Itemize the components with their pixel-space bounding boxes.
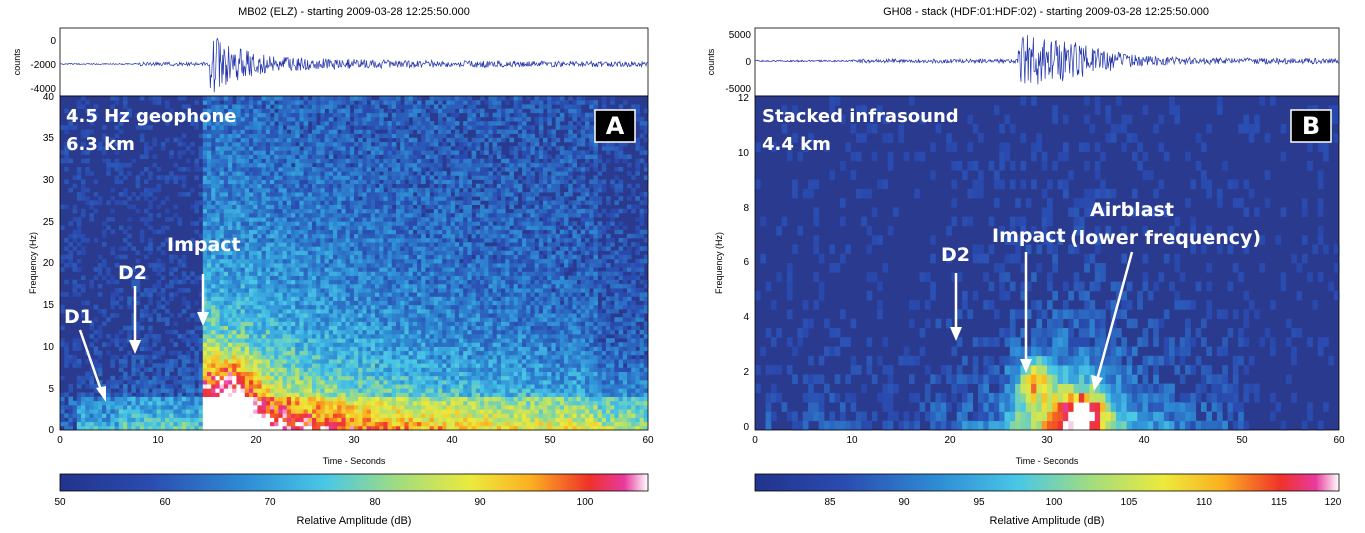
panel-b-xtick: 30 <box>1041 435 1053 446</box>
panel-a-xlabel: Time - Seconds <box>323 456 386 466</box>
panel-b-ytick: 2 <box>743 367 749 378</box>
panel-a-annotation-d1: D1 <box>64 306 93 328</box>
panel-a-ylabel: Frequency (Hz) <box>28 232 38 294</box>
panel-b-colorbar-tick: 95 <box>973 497 985 508</box>
panel-a-colorbar-tick: 100 <box>577 497 594 508</box>
panel-a-letter-box <box>594 109 636 143</box>
panel-b-arrowhead-impact <box>1020 359 1032 373</box>
panel-b-colorbar-tick: 115 <box>1271 497 1287 508</box>
panel-a-waveform-ytick: -4000 <box>30 84 56 95</box>
panel-a-ytick: 20 <box>43 258 55 269</box>
panel-a-xtick: 10 <box>152 435 164 446</box>
panel-b-xtick: 50 <box>1236 435 1248 446</box>
panel-b-letter-box <box>1290 109 1332 143</box>
panel-b-sensor-label: Stacked infrasound <box>762 106 959 127</box>
panel-a: MB02 (ELZ) - starting 2009-03-28 12:25:5… <box>12 6 654 527</box>
panel-b-colorbar-tick: 110 <box>1196 497 1212 508</box>
panel-a-waveform-ylabel: counts <box>12 48 22 75</box>
panel-b-waveform-ytick: -5000 <box>725 84 751 95</box>
panel-a-letter: A <box>606 112 625 140</box>
panel-a-xtick: 30 <box>348 435 360 446</box>
panel-a-arrowhead-impact <box>197 312 209 326</box>
panel-b-ylabel: Frequency (Hz) <box>714 232 724 294</box>
panel-b-colorbar-tick: 85 <box>824 497 836 508</box>
panel-b-ticks: 0 10 20 30 40 50 60 0 2 4 6 8 10 12 <box>738 93 1345 446</box>
panel-b: GH08 - stack (HDF:01:HDF:02) - starting … <box>706 6 1345 527</box>
panel-a-distance-label: 6.3 km <box>66 134 135 155</box>
panel-a-xtick: 50 <box>544 435 556 446</box>
panel-b-colorbar-tick: 105 <box>1121 497 1138 508</box>
panel-a-waveform-ytick: 0 <box>50 36 56 47</box>
panel-b-colorbar-tick: 100 <box>1046 497 1063 508</box>
panel-b-annotation-lower-frequency: (lower frequency) <box>1070 227 1261 249</box>
panel-b-ytick: 8 <box>743 203 749 214</box>
panel-b-ytick: 4 <box>743 312 749 323</box>
panel-b-spectrogram-frame <box>754 95 1340 431</box>
panel-b-ytick: 10 <box>738 148 750 159</box>
panel-a-ytick: 5 <box>48 384 54 395</box>
panel-a-ytick: 35 <box>43 133 55 144</box>
panel-b-waveform-trace <box>754 35 1340 85</box>
panel-b-colorbar-tick: 120 <box>1325 497 1342 508</box>
panel-b-xtick: 0 <box>752 435 758 446</box>
panel-a-colorbar-label: Relative Amplitude (dB) <box>297 515 412 527</box>
panel-b-colorbar-ticks: 85 90 95 100 105 110 115 120 <box>824 497 1341 508</box>
panel-a-spectrogram-frame <box>59 95 649 431</box>
panel-b-xtick: 40 <box>1138 435 1150 446</box>
panel-a-colorbar-tick: 50 <box>54 497 66 508</box>
panel-b-spectrogram <box>755 96 1340 431</box>
panel-b-title: GH08 - stack (HDF:01:HDF:02) - starting … <box>883 6 1209 18</box>
panel-b-arrowhead-d2 <box>950 327 962 341</box>
panel-b-colorbar <box>754 473 1340 492</box>
panel-b-xtick: 20 <box>944 435 956 446</box>
panel-a-ytick: 25 <box>43 217 55 228</box>
panel-a-ytick: 0 <box>48 425 54 436</box>
panel-a-arrow-d1 <box>78 329 104 394</box>
panel-a-colorbar-tick: 80 <box>369 497 381 508</box>
panel-a-ytick: 30 <box>43 175 55 186</box>
panel-b-ytick: 6 <box>743 257 749 268</box>
panel-a-colorbar-tick: 70 <box>264 497 276 508</box>
panel-a-colorbar <box>59 473 649 492</box>
panel-b-distance-label: 4.4 km <box>762 134 831 155</box>
panel-b-annotation-impact: Impact <box>992 225 1066 247</box>
panel-a-ytick: 10 <box>43 342 55 353</box>
panel-b-annotation-d2: D2 <box>941 244 970 266</box>
panel-b-xtick: 60 <box>1333 435 1345 446</box>
panel-a-xtick: 20 <box>250 435 262 446</box>
panel-b-colorbar-tick: 90 <box>898 497 910 508</box>
panel-a-waveform-trace <box>59 37 649 93</box>
panel-a-ytick: 40 <box>43 92 55 103</box>
panel-b-ytick: 0 <box>743 422 749 433</box>
panel-a-xtick: 60 <box>642 435 654 446</box>
panel-a-colorbar-tick: 60 <box>159 497 171 508</box>
panel-b-arrow-airblast <box>1095 251 1134 381</box>
panel-a-annotation-impact: Impact <box>167 234 241 256</box>
panel-a-arrowhead-d2 <box>129 340 141 354</box>
panel-b-xlabel: Time - Seconds <box>1016 456 1079 466</box>
panel-a-sensor-label: 4.5 Hz geophone <box>66 106 237 127</box>
panel-a-annotation-d2: D2 <box>118 262 147 284</box>
panel-a-arrowhead-d1 <box>96 386 106 402</box>
panel-a-ticks: 0 10 20 30 40 50 60 0 5 10 15 20 25 30 3… <box>43 92 654 446</box>
panel-a-colorbar-ticks: 50 60 70 80 90 100 <box>54 497 593 508</box>
panel-a-title: MB02 (ELZ) - starting 2009-03-28 12:25:5… <box>238 6 470 18</box>
panel-b-arrowhead-airblast <box>1091 375 1103 391</box>
panel-b-colorbar-label: Relative Amplitude (dB) <box>990 515 1105 527</box>
panel-b-letter: B <box>1302 112 1320 140</box>
panel-a-xtick: 0 <box>57 435 63 446</box>
panel-a-colorbar-tick: 90 <box>474 497 486 508</box>
panel-b-waveform-frame <box>754 27 1340 97</box>
panel-b-xtick: 10 <box>846 435 858 446</box>
panel-b-ytick: 12 <box>738 93 750 104</box>
panel-b-waveform-ytick: 0 <box>745 57 751 68</box>
panel-b-annotation-airblast: Airblast <box>1090 199 1174 221</box>
panel-b-waveform-ytick: 5000 <box>729 30 752 41</box>
panel-a-waveform-ytick: -2000 <box>30 60 56 71</box>
panel-a-spectrogram <box>60 96 649 431</box>
panel-b-waveform-ylabel: counts <box>706 48 716 75</box>
panel-a-ytick: 15 <box>43 300 55 311</box>
panel-a-xtick: 40 <box>446 435 458 446</box>
